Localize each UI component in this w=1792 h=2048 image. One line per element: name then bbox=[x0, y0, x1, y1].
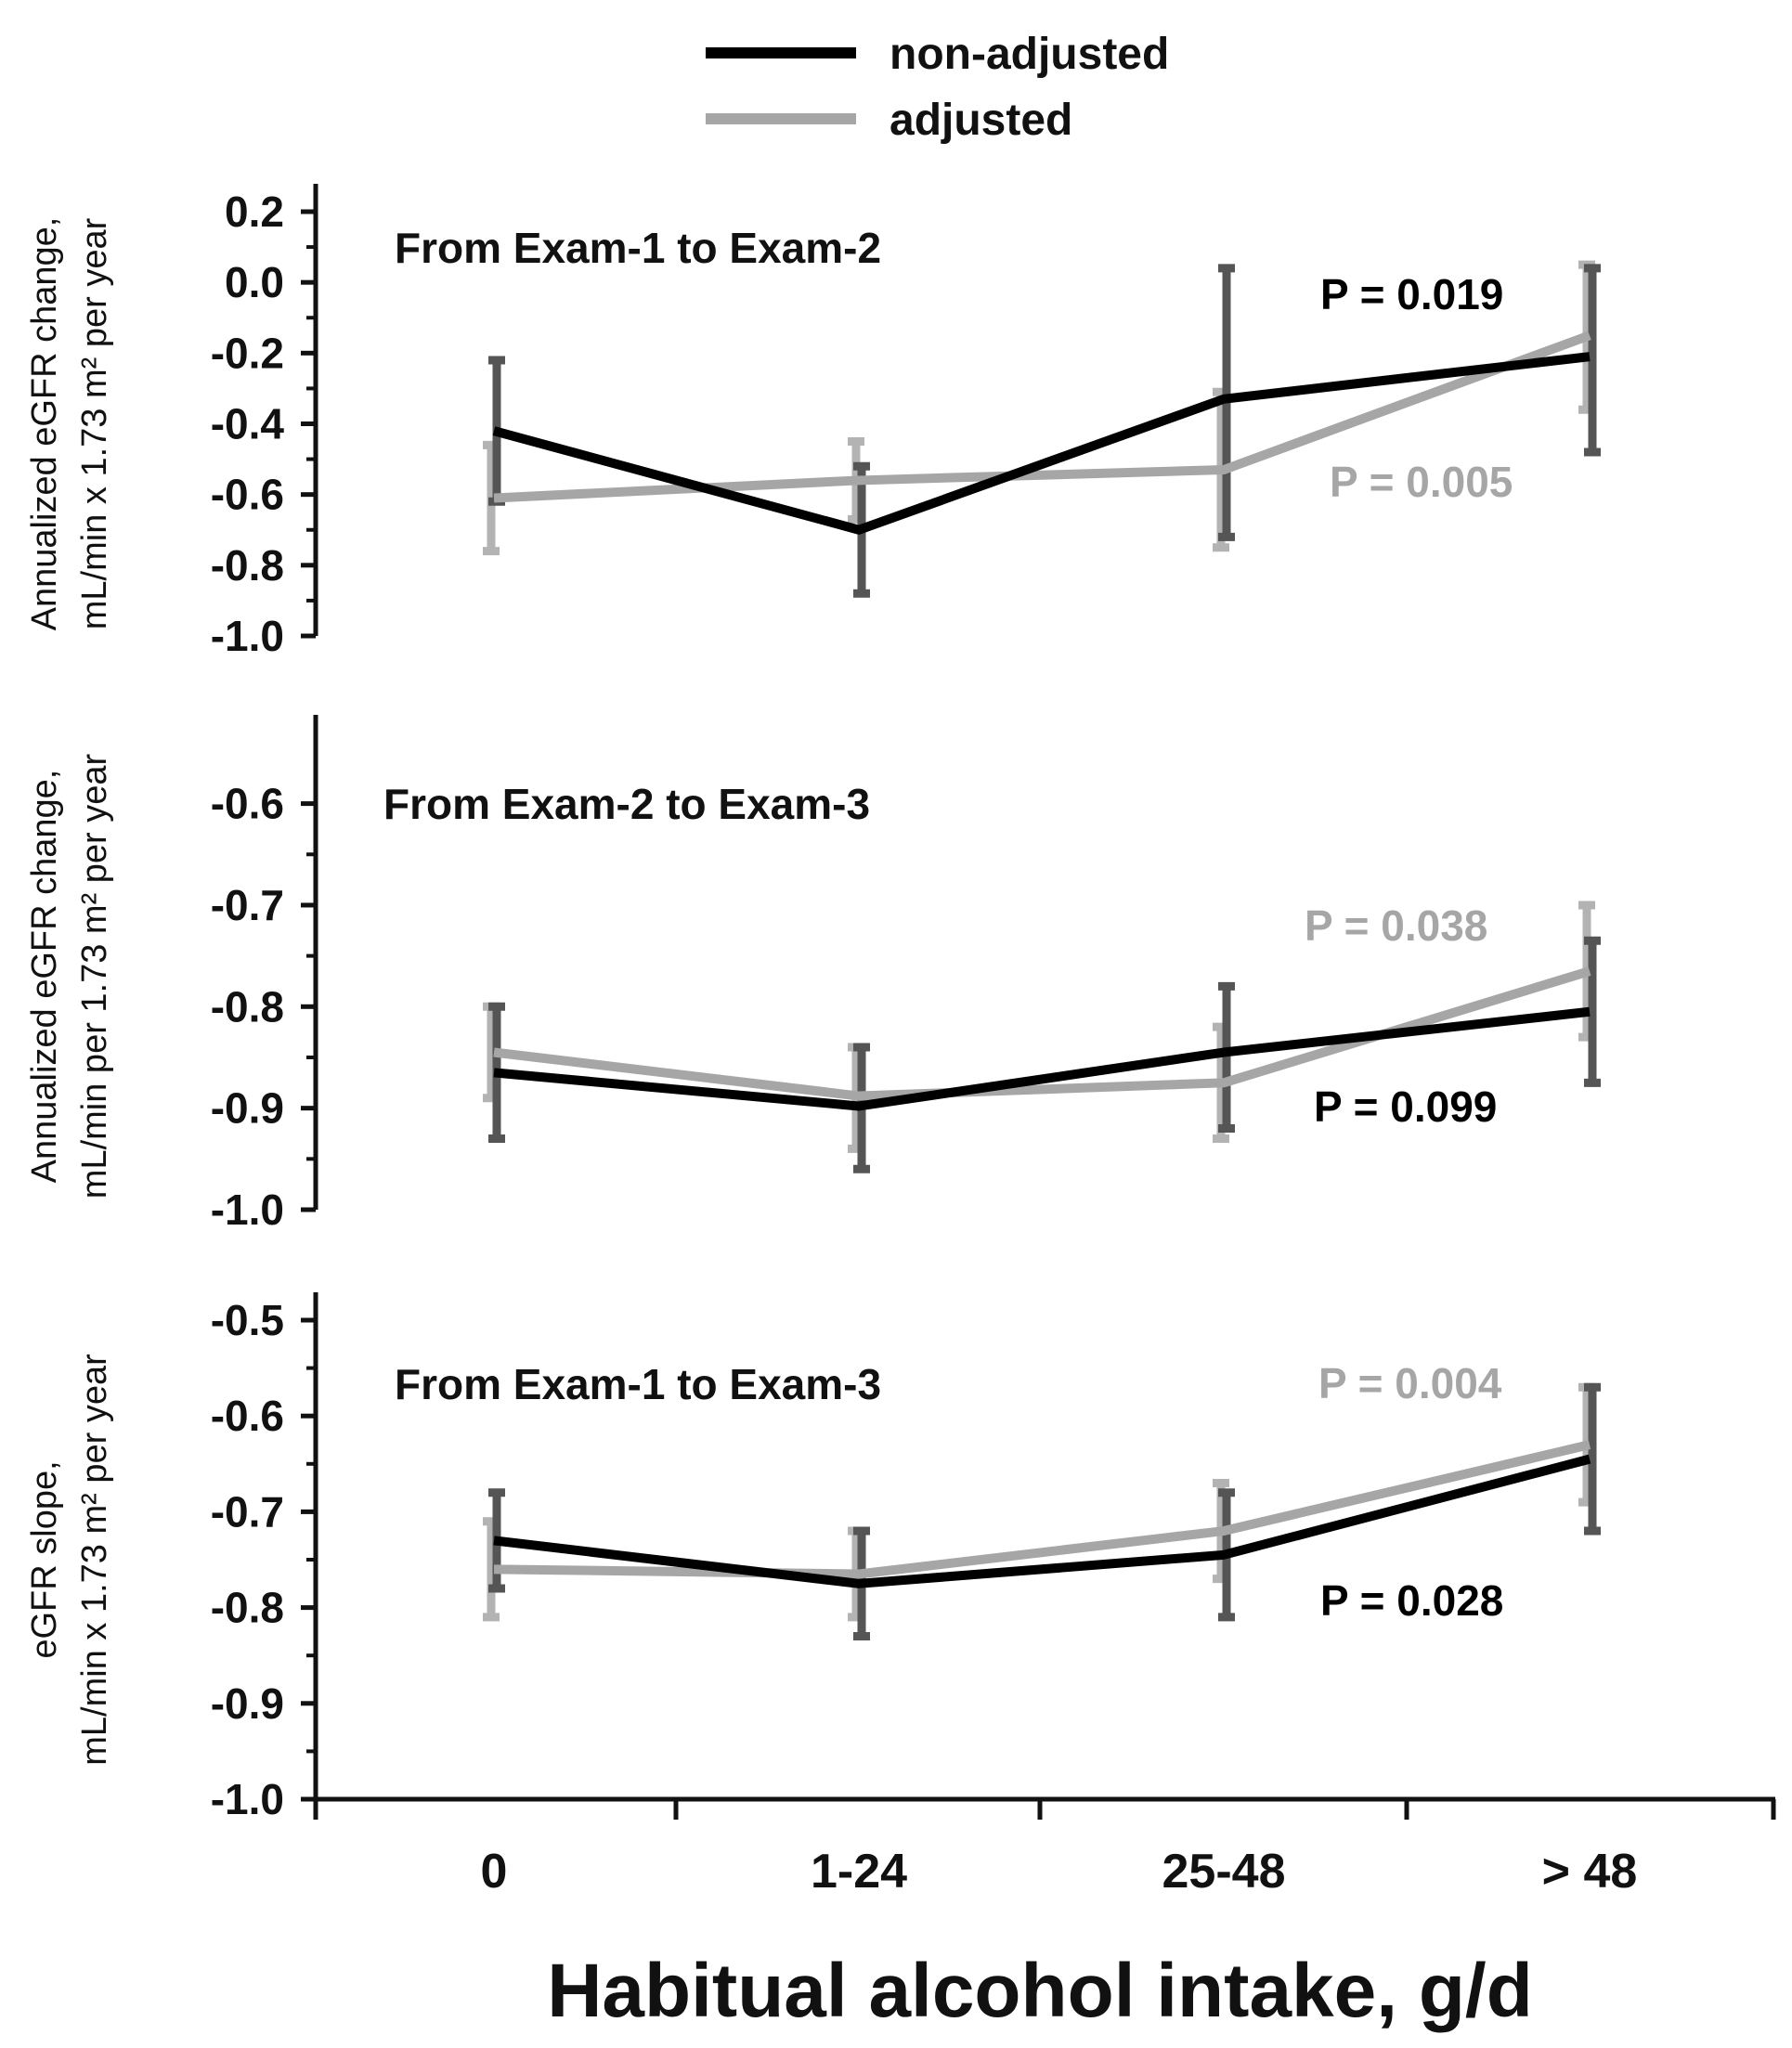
legend-label-adjusted: adjusted bbox=[890, 96, 1072, 145]
panel-1-y-tick-label: -1.0 bbox=[211, 612, 284, 660]
panel-2-y-axis-title-line2: mL/min per 1.73 m² per year bbox=[75, 753, 114, 1199]
panel-3-y-axis-title-line2: mL/min x 1.73 m² per year bbox=[75, 1354, 114, 1766]
legend: non-adjusted adjusted bbox=[706, 30, 1169, 145]
panel-2-y-tick-label: -0.8 bbox=[211, 982, 284, 1030]
panel-3-adjusted-line bbox=[493, 1440, 1591, 1579]
panel-3: -0.5 -0.6 -0.7 -0.8 -0.9 -1.0 eGFR slope, mL/mi… bbox=[25, 1292, 1601, 1823]
legend-label-non-adjusted: non-adjusted bbox=[890, 30, 1169, 79]
panel-1-y-tick-label: -0.4 bbox=[211, 400, 285, 448]
panel-2-adjusted-line bbox=[493, 966, 1591, 1101]
panel-3-title: From Exam-1 to Exam-3 bbox=[395, 1360, 881, 1408]
panel-2-series-non-adjusted bbox=[488, 936, 1601, 1173]
panel-3-y-tick-label: -0.8 bbox=[211, 1584, 284, 1632]
panel-3-y-tick-label: -0.9 bbox=[211, 1679, 284, 1728]
panel-2-non-adjusted-line bbox=[493, 1006, 1591, 1111]
x-axis-title: Habitual alcohol intake, g/d bbox=[547, 1949, 1533, 2033]
panel-2-y-tick-label: -0.9 bbox=[211, 1084, 284, 1133]
panel-1-y-axis-title: Annualized eGFR change, mL/min x 1.73 m² … bbox=[25, 217, 114, 631]
panel-1-y-tick-label: -0.6 bbox=[211, 471, 284, 519]
panels: 0.2 0.0 -0.2 -0.4 -0.6 -0.8 -1.0 Annualized eGF… bbox=[25, 184, 1601, 1823]
panel-3-y-tick-label: -0.5 bbox=[211, 1296, 284, 1344]
x-tick-label-25-48: 25-48 bbox=[1162, 1845, 1286, 1899]
panel-2-p-value-non-adjusted: P = 0.099 bbox=[1314, 1082, 1497, 1131]
x-tick-label-1-24: 1-24 bbox=[811, 1845, 907, 1899]
panel-1-p-value-non-adjusted: P = 0.019 bbox=[1320, 270, 1503, 318]
panel-3-non-adjusted-line bbox=[493, 1454, 1591, 1588]
panel-3-y-tick-label: -1.0 bbox=[211, 1775, 284, 1823]
panel-1-y-tick-label: 0.0 bbox=[225, 258, 284, 306]
panel-2-y-axis-title-line1: Annualized eGFR change, bbox=[25, 770, 64, 1184]
panel-3-p-value-non-adjusted: P = 0.028 bbox=[1320, 1576, 1503, 1625]
panel-3-y-axis-title: eGFR slope, mL/min x 1.73 m² per year bbox=[25, 1354, 114, 1766]
panel-1-non-adjusted-line bbox=[492, 352, 1591, 535]
x-axis-ticks bbox=[313, 1799, 1776, 1820]
panel-1-y-axis-title-line2: mL/min x 1.73 m² per year bbox=[75, 217, 114, 629]
panel-2-y-tick-label: -1.0 bbox=[211, 1186, 284, 1234]
panel-3-p-value-adjusted: P = 0.004 bbox=[1318, 1359, 1502, 1407]
panel-2-y-tick-label: -0.6 bbox=[211, 780, 284, 828]
panel-1-adjusted-line bbox=[493, 331, 1591, 503]
panel-2-y-axis-title: Annualized eGFR change, mL/min per 1.73 m… bbox=[25, 753, 114, 1199]
panel-1-y-axis-title-line1: Annualized eGFR change, bbox=[25, 217, 64, 631]
panel-3-y-axis-title-line1: eGFR slope, bbox=[25, 1460, 64, 1658]
x-axis: 0 1-24 25-48 > 48 Habitual alcohol intak… bbox=[313, 1796, 1776, 2033]
panel-2-title: From Exam-2 to Exam-3 bbox=[383, 780, 870, 828]
panel-2-p-value-adjusted: P = 0.038 bbox=[1305, 901, 1487, 950]
panel-3-y-tick-label: -0.7 bbox=[211, 1487, 284, 1536]
panel-1-p-value-adjusted: P = 0.005 bbox=[1330, 458, 1513, 506]
x-tick-label-0: 0 bbox=[481, 1845, 508, 1899]
panel-1-y-tick-label: 0.2 bbox=[225, 188, 284, 236]
panel-2: -0.6 -0.7 -0.8 -0.9 -1.0 Annualized eGFR chan… bbox=[25, 715, 1601, 1234]
x-tick-label-gt-48: > 48 bbox=[1542, 1845, 1638, 1899]
panel-1-y-tick-label: -0.2 bbox=[211, 329, 284, 377]
panel-1: 0.2 0.0 -0.2 -0.4 -0.6 -0.8 -1.0 Annualized eGF… bbox=[25, 184, 1601, 660]
panel-3-y-tick-label: -0.6 bbox=[211, 1392, 284, 1440]
panel-1-y-tick-label: -0.8 bbox=[211, 541, 284, 590]
panel-2-y-tick-label: -0.7 bbox=[211, 881, 284, 929]
panel-1-title: From Exam-1 to Exam-2 bbox=[395, 224, 881, 272]
